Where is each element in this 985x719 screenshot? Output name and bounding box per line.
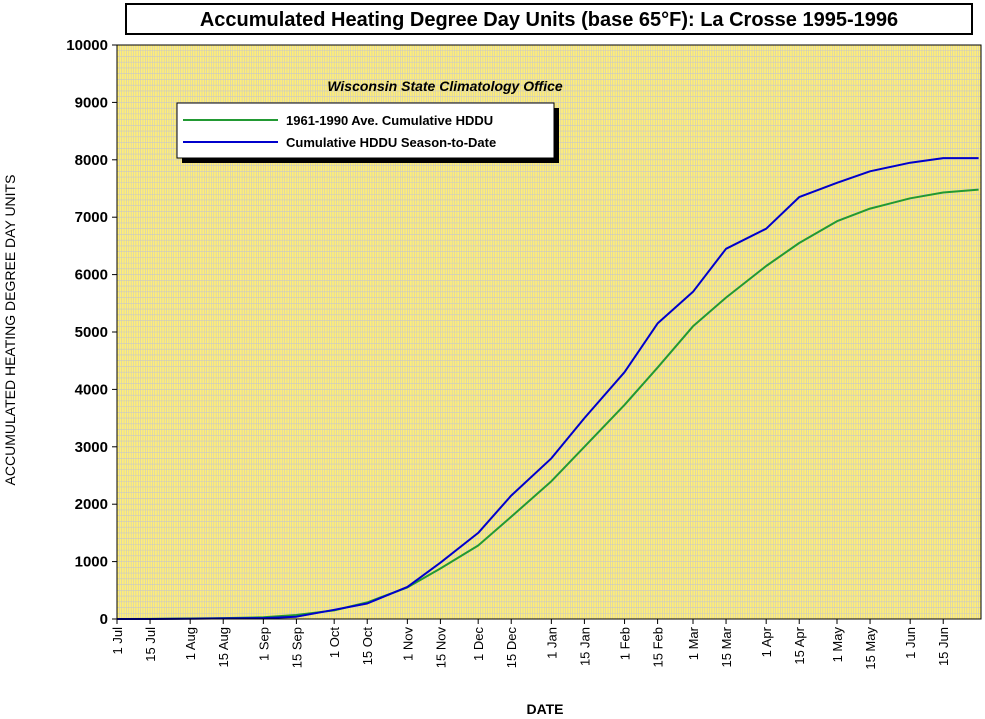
y-axis-ticks: 0 1000 2000 3000 4000 5000 6000 7000 8000 9000 100… — [66, 37, 117, 628]
x-tick-label: 15 May — [863, 627, 878, 670]
x-tick-label: 15 Sep — [289, 627, 304, 668]
chart-title: Accumulated Heating Degree Day Units (ba… — [200, 9, 898, 31]
y-tick-label: 2000 — [75, 496, 108, 513]
x-tick-label: 1 Sep — [256, 627, 271, 661]
y-axis-title: ACCUMULATED HEATING DEGREE DAY UNITS — [2, 175, 18, 486]
legend-box — [176, 102, 555, 159]
x-axis-ticks: 1 Jul 15 Jul 1 Aug 15 Aug 1 Sep 15 Sep 1 Oct 15… — [110, 619, 951, 670]
x-tick-label: 1 Mar — [686, 626, 701, 660]
y-tick-label: 8000 — [75, 152, 108, 169]
y-tick-label: 10000 — [66, 37, 108, 54]
x-tick-label: 15 Aug — [216, 627, 231, 668]
y-tick-label: 4000 — [75, 381, 108, 398]
x-tick-label: 1 May — [830, 627, 845, 663]
x-axis-title: DATE — [526, 701, 563, 717]
x-tick-label: 15 Dec — [504, 627, 519, 669]
x-tick-label: 15 Jul — [143, 627, 158, 662]
y-tick-label: 5000 — [75, 324, 108, 341]
x-tick-label: 15 Jun — [936, 627, 951, 666]
x-tick-label: 1 Aug — [183, 627, 198, 660]
legend-label-average: 1961-1990 Ave. Cumulative HDDU — [286, 113, 493, 128]
y-tick-label: 3000 — [75, 439, 108, 456]
x-tick-label: 15 Jan — [577, 627, 592, 666]
x-tick-label: 1 Dec — [471, 627, 486, 661]
legend-label-season: Cumulative HDDU Season-to-Date — [286, 135, 496, 150]
x-tick-label: 1 Apr — [759, 626, 774, 657]
x-tick-label: 15 Mar — [719, 626, 734, 667]
legend: 1961-1990 Ave. Cumulative HDDU Cumulativ… — [176, 102, 559, 163]
series-lines — [116, 157, 979, 620]
x-tick-label: 1 Jan — [544, 627, 559, 659]
x-tick-label: 15 Apr — [792, 626, 807, 664]
y-tick-label: 1000 — [75, 554, 108, 571]
x-tick-label: 15 Feb — [651, 627, 666, 667]
y-tick-label: 7000 — [75, 209, 108, 226]
y-tick-label: 0 — [100, 611, 108, 628]
chart-title-box — [125, 3, 973, 35]
series-line-season — [117, 157, 979, 620]
y-tick-label: 9000 — [75, 94, 108, 111]
x-tick-label: 1 Jun — [903, 627, 918, 659]
x-tick-label: 1 Oct — [327, 627, 342, 658]
chart-subtitle: Wisconsin State Climatology Office — [327, 78, 563, 94]
x-tick-label: 15 Oct — [360, 627, 375, 666]
x-tick-label: 1 Feb — [618, 627, 633, 660]
x-tick-label: 1 Jul — [110, 627, 125, 655]
x-tick-label: 15 Nov — [433, 627, 448, 669]
x-tick-label: 1 Nov — [400, 627, 415, 661]
y-tick-label: 6000 — [75, 267, 108, 284]
